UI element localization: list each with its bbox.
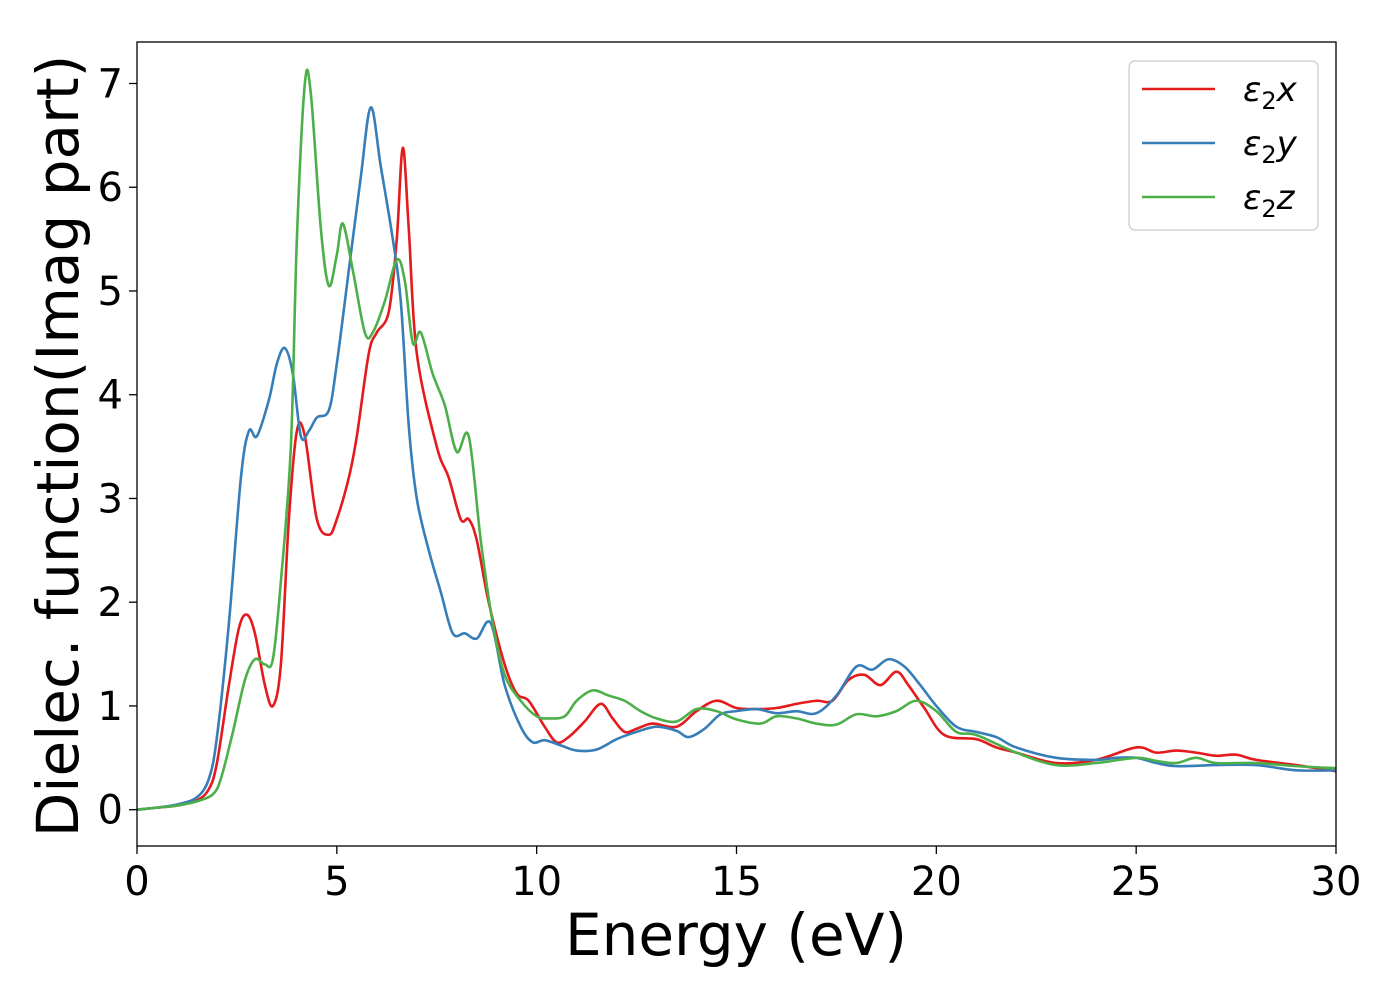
y-tick-label: 6 [98, 165, 123, 211]
x-axis: 0 5 10 15 20 25 30 [124, 846, 1361, 905]
legend-label-y: ε2y [1243, 124, 1298, 169]
plot-series-layer [137, 68, 1336, 811]
x-tick-label: 20 [911, 859, 962, 905]
series-line-x [137, 146, 1336, 811]
x-axis-title: Energy (eV) [565, 901, 907, 969]
legend-label-x: ε2x [1243, 70, 1298, 115]
y-tick-label: 5 [98, 269, 123, 315]
x-tick-label: 15 [711, 859, 762, 905]
y-tick-label: 7 [98, 61, 123, 107]
y-tick-label: 2 [98, 580, 123, 626]
series-line-y [137, 106, 1336, 811]
x-tick-label: 30 [1311, 859, 1362, 905]
legend-box [1128, 60, 1319, 231]
legend-label-z: ε2z [1243, 178, 1296, 223]
y-tick-label: 4 [98, 373, 123, 419]
series-line-z [137, 68, 1336, 811]
x-tick-label: 10 [511, 859, 562, 905]
legend: ε2x ε2y ε2z [1128, 60, 1319, 231]
y-tick-label: 3 [98, 476, 123, 522]
y-axis: 0 1 2 3 4 5 6 7 [98, 61, 137, 834]
y-tick-label: 1 [98, 684, 123, 730]
y-tick-label: 0 [98, 788, 123, 834]
x-tick-label: 0 [124, 859, 149, 905]
x-tick-label: 25 [1111, 859, 1162, 905]
y-axis-title: Dielec. function(Imag part) [24, 55, 92, 838]
x-tick-label: 5 [324, 859, 349, 905]
